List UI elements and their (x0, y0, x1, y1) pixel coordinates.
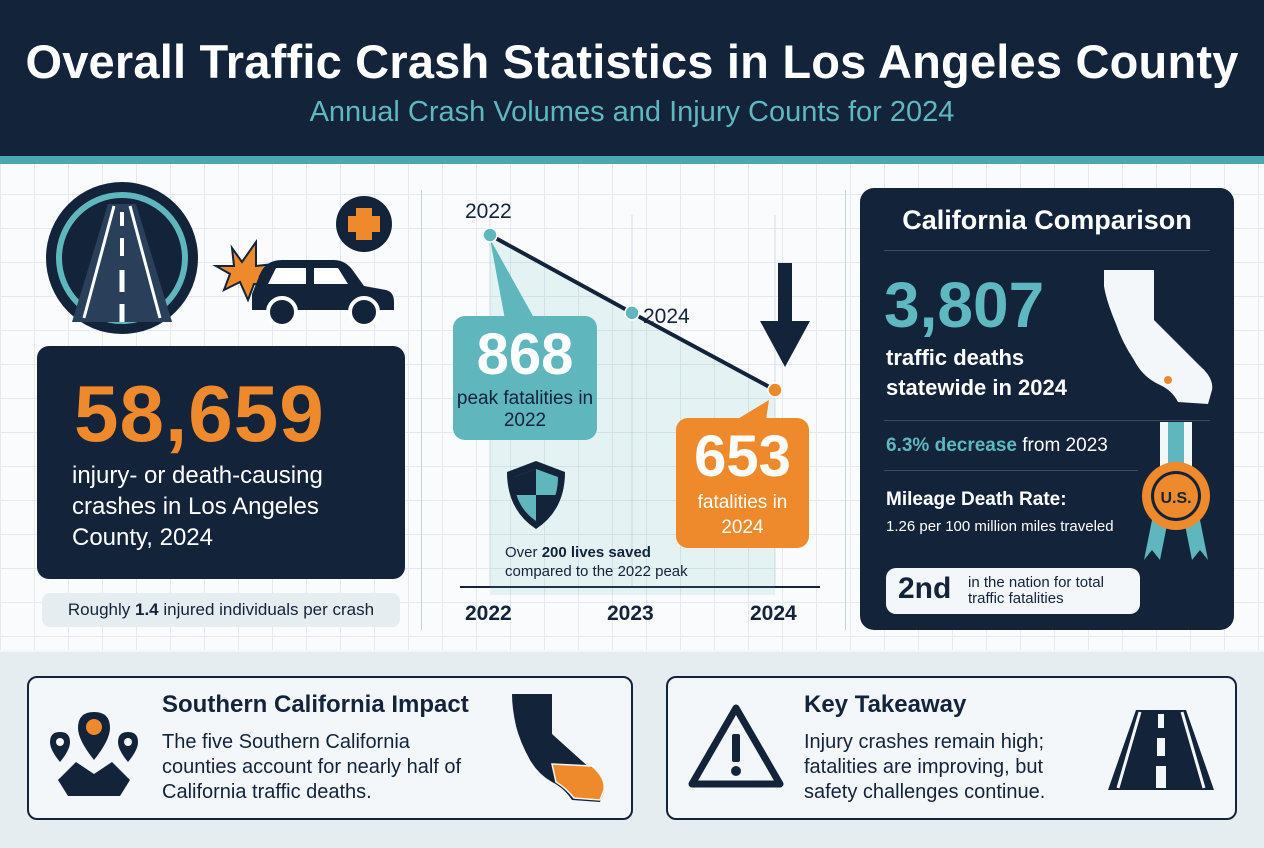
national-rank-text: in the nation for total traffic fataliti… (968, 574, 1104, 607)
injury-rate-prefix: Roughly (67, 600, 135, 619)
crash-count-card (37, 346, 405, 579)
data-point-2023 (624, 305, 640, 321)
decrease-value: 6.3% decrease (886, 435, 1017, 456)
warning-icon (688, 704, 784, 788)
lives-saved-note: Over 200 lives saved compared to the 2022… (505, 543, 688, 581)
key-takeaway-text: Injury crashes remain high; fatalities a… (804, 731, 1046, 803)
road-circle-icon (46, 182, 198, 334)
southern-california-map-icon (512, 694, 605, 802)
plus-icon (336, 196, 392, 252)
rate-divider (884, 470, 1138, 471)
decrease-stat: 6.3% decrease from 2023 (886, 435, 1108, 457)
collision-burst-icon (212, 238, 278, 303)
injury-rate-pill: Roughly 1.4 injured individuals per cras… (42, 593, 400, 627)
national-rank-badge: 2nd in the nation for total traffic fata… (886, 568, 1140, 614)
medal-text: U.S. (1160, 490, 1191, 507)
mileage-rate-value: 1.26 per 100 million miles traveled (886, 518, 1114, 535)
map-pins-icon (50, 712, 138, 796)
data-point-2024 (767, 382, 783, 398)
lives-saved-suffix: compared to the 2022 peak (505, 563, 688, 580)
current-fatalities-callout: 653 fatalities in 2024 (676, 418, 809, 548)
shield-icon (507, 461, 565, 529)
current-callout-pointer (736, 400, 769, 420)
data-point-2022 (482, 227, 498, 243)
peak-callout-pointer (490, 239, 538, 325)
key-takeaway-heading: Key Takeaway (804, 691, 967, 718)
road-car-illustration (46, 182, 394, 334)
divider-right (845, 190, 846, 630)
national-rank-value: 2nd (898, 572, 952, 605)
current-fatalities-text: fatalities in 2024 (697, 492, 788, 538)
california-map-icon (1104, 270, 1213, 404)
car-icon (252, 260, 394, 328)
page-title: Overall Traffic Crash Statistics in Los … (25, 35, 1239, 88)
down-arrow-shaft (778, 263, 792, 323)
x-tick-2023: 2023 (607, 602, 654, 625)
down-arrow-head (760, 321, 810, 367)
injury-rate-suffix: injured individuals per crash (158, 600, 375, 619)
divider-left (421, 190, 422, 630)
current-fatalities-value: 653 (694, 424, 791, 489)
southern-california-heading: Southern California Impact (162, 691, 469, 718)
peak-fatalities-callout: 868 peak fatalities in 2022 (453, 316, 597, 440)
peak-fatalities-text: peak fatalities in 2022 (456, 388, 594, 431)
header (0, 0, 1264, 156)
x-tick-2024: 2024 (750, 602, 797, 625)
title-divider (884, 250, 1210, 251)
decrease-suffix: from 2023 (1017, 435, 1108, 456)
southern-california-text: The five Southern California counties ac… (162, 731, 462, 803)
statewide-deaths-line2: statewide in 2024 (886, 375, 1067, 400)
peak-fatalities-value: 868 (476, 322, 574, 387)
crash-count-description: injury- or death-causing crashes in Los … (72, 462, 323, 551)
lives-saved-value: 200 lives saved (541, 544, 651, 561)
statewide-deaths-line1: traffic deaths (886, 345, 1025, 370)
statewide-deaths-value: 3,807 (884, 269, 1045, 341)
statewide-deaths-description: traffic deaths statewide in 2024 (886, 343, 1067, 403)
road-icon (1108, 710, 1214, 790)
us-medal-icon: U.S. (1142, 422, 1210, 560)
stats-divider (884, 420, 1210, 421)
california-comparison-card (860, 188, 1234, 630)
header-accent-bar (0, 156, 1264, 164)
point-label-2022: 2022 (465, 200, 512, 223)
injury-rate-value: 1.4 (135, 600, 159, 619)
crash-count-value: 58,659 (74, 369, 325, 458)
point-label-2024: 2024 (643, 305, 690, 328)
page-subtitle: Annual Crash Volumes and Injury Counts f… (309, 96, 955, 128)
mileage-rate-heading: Mileage Death Rate: (886, 489, 1067, 510)
california-comparison-title: California Comparison (902, 205, 1192, 235)
lives-saved-prefix: Over (505, 544, 542, 561)
x-tick-2022: 2022 (465, 602, 512, 625)
